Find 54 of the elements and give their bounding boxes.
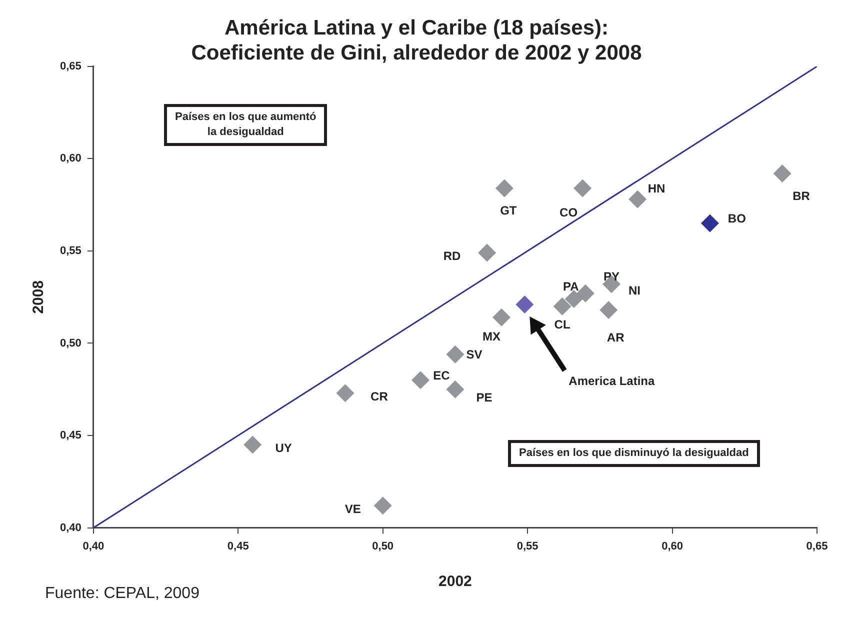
chart-title: América Latina y el Caribe (18 países): Coeficiente de Gini, alrededor de 2002 y 2008 — [191, 16, 642, 65]
annotation: Países en los que disminuyó la desigualdad — [508, 440, 760, 467]
point — [773, 164, 792, 182]
point — [244, 436, 262, 454]
point — [600, 301, 618, 320]
point — [553, 297, 572, 316]
y-tick-label: 0,45 — [60, 430, 82, 442]
point — [700, 214, 719, 232]
annotation: RD — [443, 249, 462, 264]
y-axis-title: 2008 — [30, 280, 48, 314]
point — [492, 308, 511, 326]
x-tick-label: 0,45 — [227, 540, 249, 552]
point — [574, 179, 592, 198]
annotation: UY — [275, 441, 292, 456]
point — [628, 190, 647, 208]
annotation: CL — [554, 318, 570, 332]
annotation: CR — [370, 389, 388, 404]
annotation: VE — [344, 502, 361, 516]
y-tick-label: 0,60 — [60, 152, 82, 165]
x-tick-label: 0,65 — [806, 540, 828, 552]
annotation: BR — [792, 188, 810, 203]
annotation: HN — [648, 182, 666, 196]
point — [516, 295, 534, 314]
annotation: America Latina — [568, 374, 656, 388]
annotation: EC — [433, 368, 450, 382]
y-tick-label: 0,50 — [60, 337, 82, 350]
point — [495, 179, 514, 198]
annotation: CO — [560, 206, 578, 220]
y-tick-label: 0,65 — [60, 60, 82, 72]
point — [446, 380, 464, 398]
point — [374, 496, 392, 515]
point — [478, 244, 496, 262]
y-tick-label: 0,40 — [60, 522, 82, 534]
x-axis-title: 2002 — [438, 573, 472, 590]
annotation: PE — [476, 390, 492, 405]
point — [336, 384, 354, 402]
y-tick-label: 0,55 — [60, 244, 82, 257]
annotation: MX — [482, 330, 501, 344]
point — [411, 371, 430, 390]
annotation: AR — [606, 330, 625, 344]
annotation: GT — [500, 204, 518, 218]
annotation: BO — [728, 212, 746, 226]
source-note: Fuente: CEPAL, 2009 — [45, 585, 200, 603]
x-tick-label: 0,60 — [662, 540, 683, 552]
annotation: PA — [562, 279, 580, 294]
x-tick-label: 0,50 — [372, 540, 394, 552]
annotation: NI — [628, 283, 640, 298]
annotation: SV — [466, 348, 482, 362]
x-tick-label: 0,55 — [516, 540, 538, 552]
x-tick-label: 0,40 — [82, 540, 104, 552]
annotation: Países en los que aumentó la desigualdad — [164, 104, 328, 146]
annotation: PY — [603, 270, 620, 284]
point — [446, 345, 464, 364]
point — [564, 290, 583, 308]
